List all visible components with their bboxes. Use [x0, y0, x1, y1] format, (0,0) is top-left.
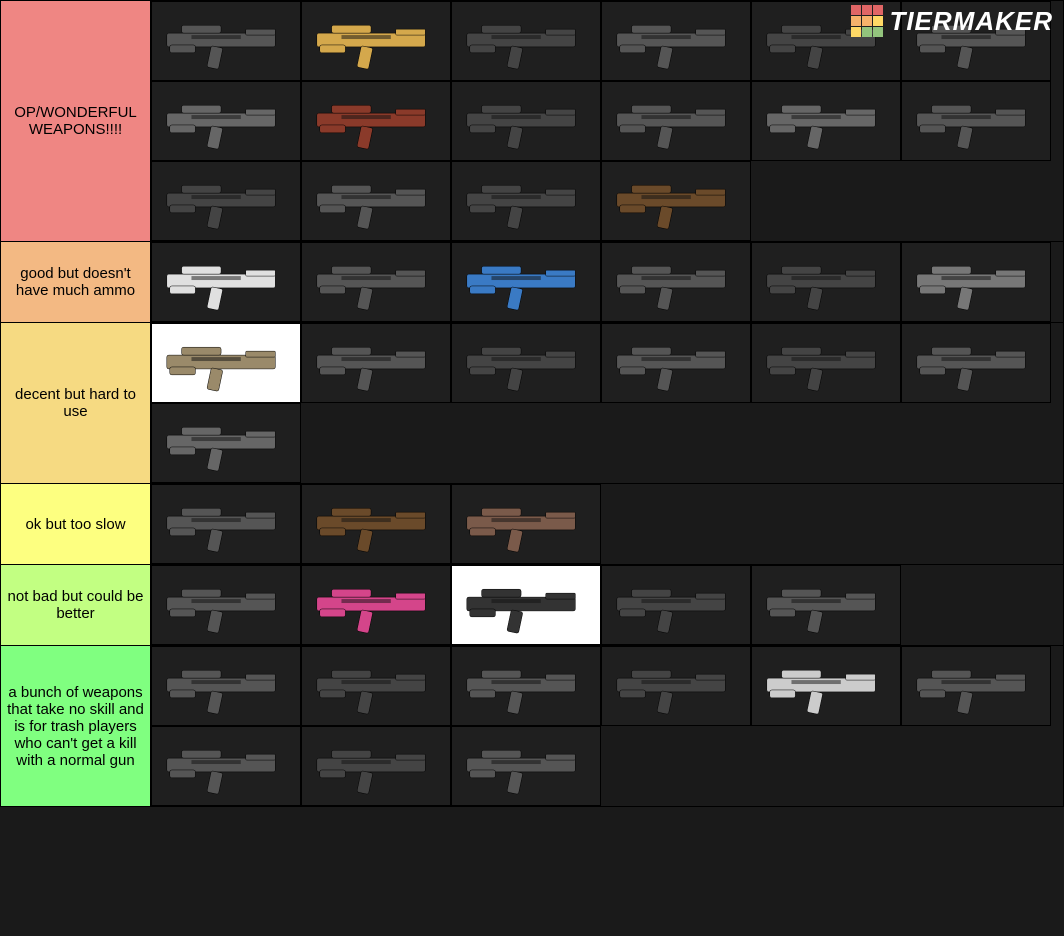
- weapon-32[interactable]: [451, 484, 601, 564]
- weapon-8[interactable]: [301, 81, 451, 161]
- weapon-30[interactable]: [151, 484, 301, 564]
- weapon-46[interactable]: [451, 726, 601, 806]
- tier-row: ok but too slow: [1, 484, 1063, 565]
- tier-items: TIERMAKER: [151, 1, 1063, 241]
- tier-label[interactable]: ok but too slow: [1, 484, 151, 564]
- weapon-3[interactable]: [451, 1, 601, 81]
- weapon-5[interactable]: [751, 1, 901, 81]
- weapon-22[interactable]: [901, 242, 1051, 322]
- weapon-31[interactable]: [301, 484, 451, 564]
- weapon-43[interactable]: [901, 646, 1051, 726]
- weapon-7[interactable]: [151, 81, 301, 161]
- weapon-16[interactable]: [601, 161, 751, 241]
- weapon-38[interactable]: [151, 646, 301, 726]
- tier-list: OP/WONDERFUL WEAPONS!!!!: [0, 0, 1064, 807]
- weapon-9[interactable]: [451, 81, 601, 161]
- weapon-1[interactable]: [151, 1, 301, 81]
- tier-row: not bad but could be better: [1, 565, 1063, 646]
- weapon-39[interactable]: [301, 646, 451, 726]
- tier-items: [151, 323, 1063, 483]
- weapon-41[interactable]: [601, 646, 751, 726]
- weapon-17[interactable]: [151, 242, 301, 322]
- tier-label[interactable]: a bunch of weapons that take no skill an…: [1, 646, 151, 806]
- weapon-44[interactable]: [151, 726, 301, 806]
- weapon-24[interactable]: [301, 323, 451, 403]
- weapon-18[interactable]: [301, 242, 451, 322]
- weapon-6[interactable]: [901, 1, 1051, 81]
- weapon-33[interactable]: [151, 565, 301, 645]
- tier-items: [151, 646, 1063, 806]
- tier-row: good but doesn't have much ammo: [1, 242, 1063, 323]
- weapon-36[interactable]: [601, 565, 751, 645]
- tier-label[interactable]: decent but hard to use: [1, 323, 151, 483]
- tier-label[interactable]: not bad but could be better: [1, 565, 151, 645]
- weapon-25[interactable]: [451, 323, 601, 403]
- weapon-11[interactable]: [751, 81, 901, 161]
- tier-label[interactable]: OP/WONDERFUL WEAPONS!!!!: [1, 1, 151, 241]
- weapon-45[interactable]: [301, 726, 451, 806]
- weapon-27[interactable]: [751, 323, 901, 403]
- weapon-37[interactable]: [751, 565, 901, 645]
- tier-row: decent but hard to use: [1, 323, 1063, 484]
- weapon-21[interactable]: [751, 242, 901, 322]
- tier-items: [151, 242, 1063, 322]
- weapon-28[interactable]: [901, 323, 1051, 403]
- tier-items: [151, 565, 1063, 645]
- weapon-23[interactable]: [151, 323, 301, 403]
- weapon-2[interactable]: [301, 1, 451, 81]
- weapon-34[interactable]: [301, 565, 451, 645]
- weapon-14[interactable]: [301, 161, 451, 241]
- weapon-19[interactable]: [451, 242, 601, 322]
- tier-row: OP/WONDERFUL WEAPONS!!!!: [1, 1, 1063, 242]
- tier-items: [151, 484, 1063, 564]
- weapon-15[interactable]: [451, 161, 601, 241]
- tier-row: a bunch of weapons that take no skill an…: [1, 646, 1063, 806]
- weapon-42[interactable]: [751, 646, 901, 726]
- weapon-12[interactable]: [901, 81, 1051, 161]
- weapon-4[interactable]: [601, 1, 751, 81]
- weapon-29[interactable]: [151, 403, 301, 483]
- weapon-26[interactable]: [601, 323, 751, 403]
- weapon-20[interactable]: [601, 242, 751, 322]
- tier-label[interactable]: good but doesn't have much ammo: [1, 242, 151, 322]
- weapon-35[interactable]: [451, 565, 601, 645]
- weapon-10[interactable]: [601, 81, 751, 161]
- weapon-13[interactable]: [151, 161, 301, 241]
- weapon-40[interactable]: [451, 646, 601, 726]
